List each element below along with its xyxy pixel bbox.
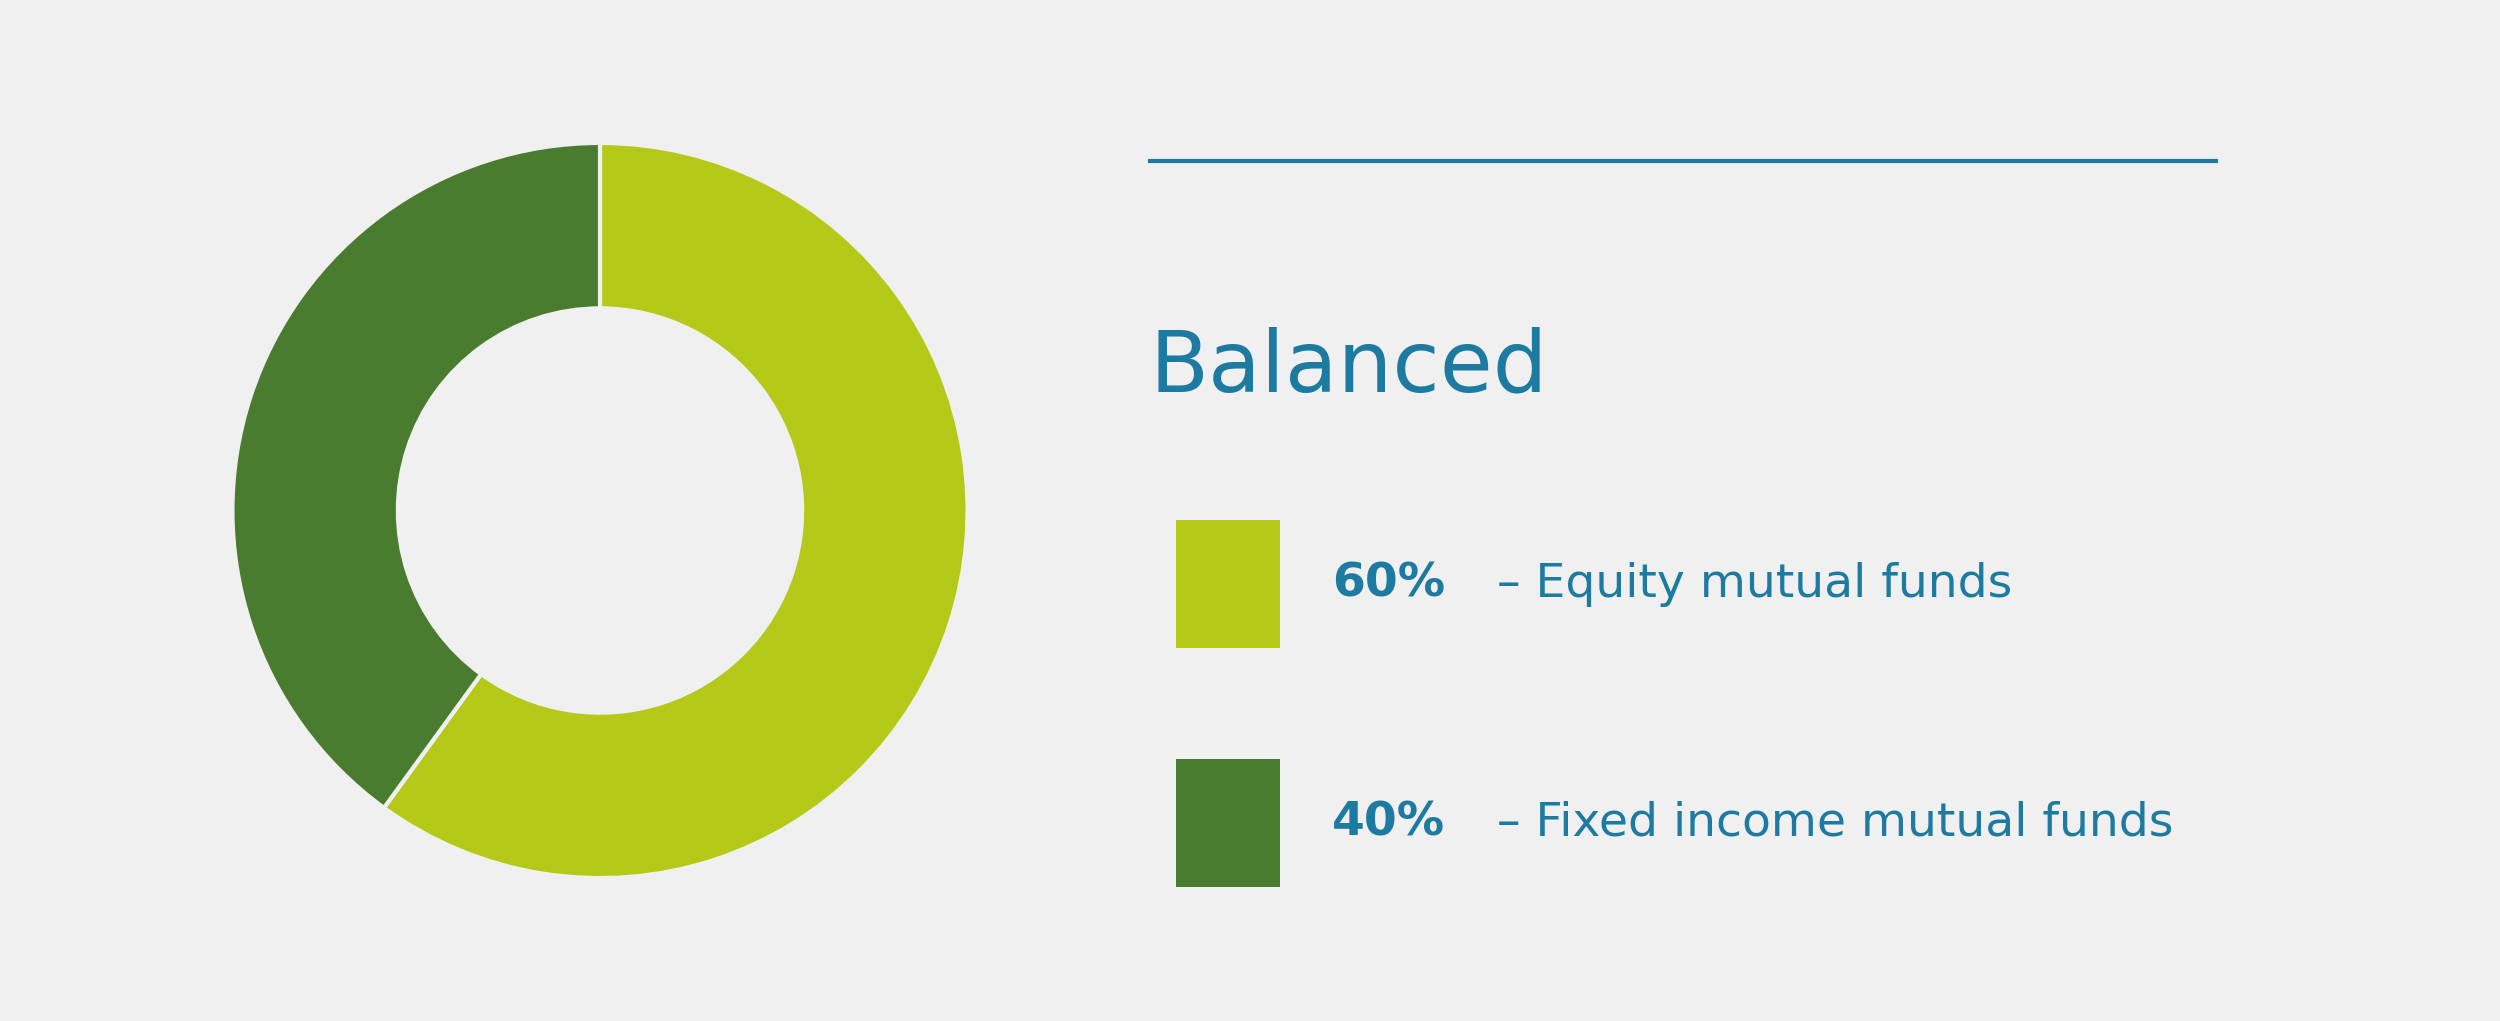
Text: 40%: 40% bbox=[1332, 800, 1445, 845]
Wedge shape bbox=[232, 143, 600, 808]
Text: Balanced: Balanced bbox=[1150, 327, 1548, 409]
Text: 60%: 60% bbox=[1332, 562, 1445, 606]
Text: – Fixed income mutual funds: – Fixed income mutual funds bbox=[1482, 800, 2172, 845]
FancyBboxPatch shape bbox=[1175, 520, 1280, 648]
Circle shape bbox=[400, 310, 800, 711]
Text: – Equity mutual funds: – Equity mutual funds bbox=[1482, 562, 2013, 606]
Wedge shape bbox=[385, 143, 968, 878]
FancyBboxPatch shape bbox=[1175, 759, 1280, 887]
